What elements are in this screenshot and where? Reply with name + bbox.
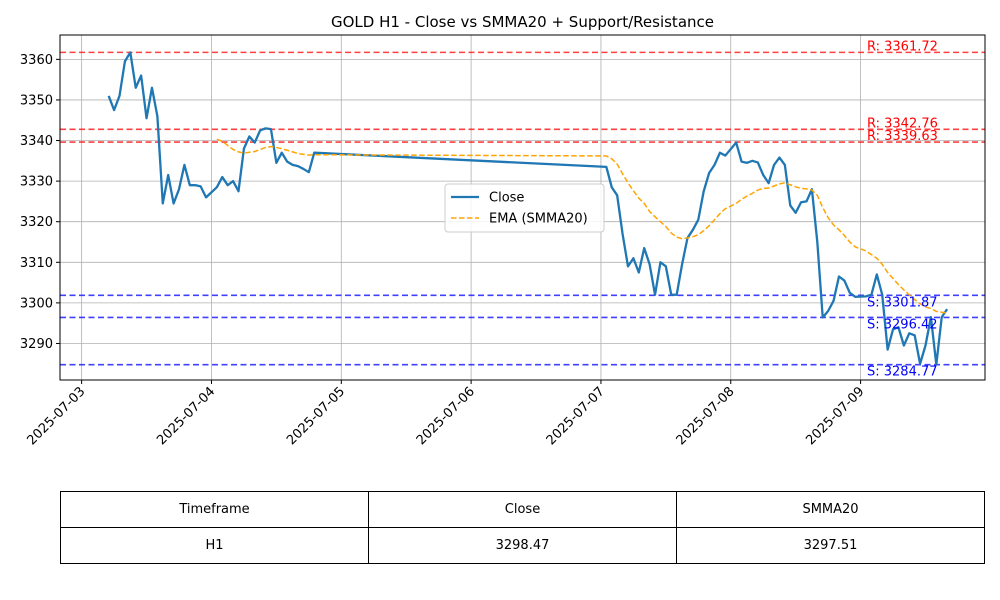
x-tick-label: 2025-07-05 xyxy=(284,384,348,448)
support-level-label: S: 3284.77 xyxy=(867,365,938,380)
header-close: Close xyxy=(368,491,677,528)
chart: GOLD H1 - Close vs SMMA20 + Support/Resi… xyxy=(20,13,986,448)
legend-label: Close xyxy=(489,191,524,206)
x-tick-label: 2025-07-04 xyxy=(154,384,218,448)
y-tick-label: 3330 xyxy=(20,175,53,190)
table-row: H1 3298.47 3297.51 xyxy=(60,527,985,564)
y-tick-label: 3290 xyxy=(20,337,53,352)
x-tick-label: 2025-07-07 xyxy=(544,384,608,448)
y-tick-label: 3340 xyxy=(20,134,53,149)
x-tick-label: 2025-07-06 xyxy=(414,384,478,448)
cell-smma20: 3297.51 xyxy=(676,527,985,564)
cell-timeframe: H1 xyxy=(60,527,369,564)
x-tick-label: 2025-07-08 xyxy=(674,384,738,448)
plot-frame xyxy=(59,34,986,381)
chart-title: GOLD H1 - Close vs SMMA20 + Support/Resi… xyxy=(331,13,714,31)
legend-label: EMA (SMMA20) xyxy=(489,212,588,227)
y-tick-label: 3310 xyxy=(20,256,53,271)
smma20-series-line xyxy=(216,138,948,314)
y-tick-label: 3300 xyxy=(20,296,53,311)
support-level-label: S: 3296.42 xyxy=(867,317,938,332)
summary-table: Timeframe Close SMMA20 H1 3298.47 3297.5… xyxy=(60,491,985,564)
cell-close: 3298.47 xyxy=(368,527,677,564)
x-tick-label: 2025-07-09 xyxy=(803,384,867,448)
plot-area: R: 3361.72 R: 3342.76R: 3339.63 S: 3301.87… xyxy=(20,34,986,448)
y-tick-label: 3320 xyxy=(20,215,53,230)
legend-box xyxy=(444,183,605,233)
y-tick-label: 3350 xyxy=(20,93,53,108)
support-level-label: S: 3301.87 xyxy=(867,295,938,310)
header-timeframe: Timeframe xyxy=(60,491,369,528)
close-series-line xyxy=(107,51,949,366)
resistance-level-label: R: 3361.72 xyxy=(867,39,938,54)
y-tick-label: 3360 xyxy=(20,53,53,68)
resistance-level-label: R: 3339.63 xyxy=(867,129,938,144)
resistance-level-label: R: 3342.76 xyxy=(867,116,938,131)
summary-table-wrap: Timeframe Close SMMA20 H1 3298.47 3297.5… xyxy=(60,491,985,564)
header-smma20: SMMA20 xyxy=(676,491,985,528)
table-header-row: Timeframe Close SMMA20 xyxy=(60,491,985,528)
x-tick-label: 2025-07-03 xyxy=(24,384,88,448)
